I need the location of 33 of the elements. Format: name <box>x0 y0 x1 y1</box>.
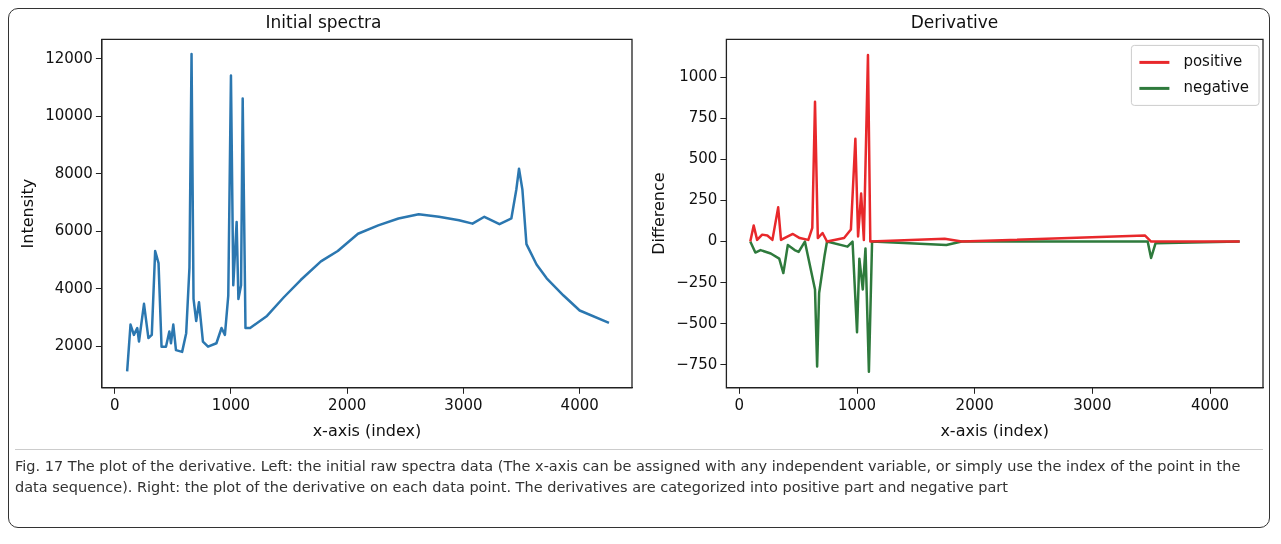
legend-label: positive <box>1183 52 1243 71</box>
y-tick-label: 0 <box>707 231 718 250</box>
y-tick-label: −250 <box>676 272 718 291</box>
x-tick-label: 4000 <box>1190 395 1230 414</box>
y-tick-label: 250 <box>688 190 718 209</box>
y-tick-label: 2000 <box>54 336 93 355</box>
y-tick-label: 10000 <box>45 106 93 125</box>
y-tick-label: −750 <box>676 354 718 373</box>
y-axis-title: Intensity <box>17 178 37 249</box>
x-tick-label: 2000 <box>328 395 367 414</box>
y-tick-label: 750 <box>688 108 718 127</box>
x-tick-label: 3000 <box>444 395 483 414</box>
chart-title: Derivative <box>910 11 999 32</box>
y-tick-label: 500 <box>688 149 718 168</box>
x-tick-label: 3000 <box>1073 395 1112 414</box>
x-axis-title: x-axis (index) <box>940 420 1050 440</box>
y-tick-label: −500 <box>676 313 718 332</box>
x-axis-title: x-axis (index) <box>312 420 422 440</box>
y-tick-label: 12000 <box>45 48 93 67</box>
chart-title: Initial spectra <box>265 11 382 32</box>
legend-label: negative <box>1183 78 1250 97</box>
x-tick-label: 4000 <box>560 395 599 414</box>
y-tick-label: 6000 <box>54 221 93 240</box>
caption: Fig. 17 The plot of the derivative. Left: the initial raw spectra data (The x-axis can be assigned with any independent variable, or simply use the index of the point in the data sequence). Right: the plot of the derivative on each data point. The derivatives are categorized into positive part and negative part <box>15 449 1263 498</box>
x-tick-label: 0 <box>109 395 120 414</box>
y-tick-label: 1000 <box>679 67 718 86</box>
y-tick-label: 4000 <box>54 278 93 297</box>
x-tick-label: 0 <box>734 395 745 414</box>
y-tick-label: 8000 <box>54 163 93 182</box>
x-tick-label: 1000 <box>211 395 251 414</box>
y-axis-title: Difference <box>648 172 668 255</box>
x-tick-label: 2000 <box>955 395 994 414</box>
x-tick-label: 1000 <box>837 395 877 414</box>
